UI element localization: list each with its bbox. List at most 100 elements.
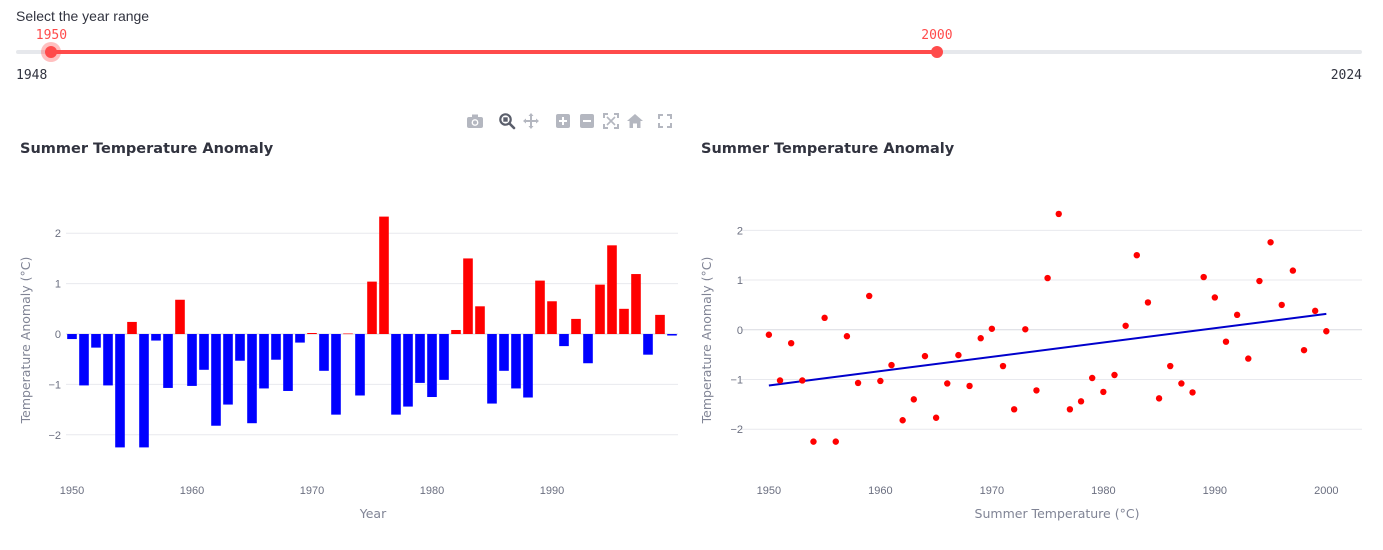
bar bbox=[259, 334, 269, 389]
scatter-point bbox=[921, 352, 929, 360]
bar bbox=[163, 334, 173, 388]
scatter-point bbox=[1088, 374, 1096, 382]
scatter-point bbox=[888, 361, 895, 369]
scatter-point bbox=[1222, 338, 1230, 345]
bar bbox=[619, 308, 629, 335]
scatter-point bbox=[1133, 251, 1140, 259]
bar bbox=[655, 314, 665, 335]
bar bbox=[547, 301, 557, 335]
bar-x-tick-label: 1950 bbox=[60, 485, 84, 497]
bar bbox=[67, 334, 77, 340]
bar bbox=[523, 334, 533, 398]
camera-icon[interactable] bbox=[466, 112, 484, 130]
bar-y-tick-label: −2 bbox=[48, 430, 61, 442]
scatter-chart-trendline bbox=[768, 312, 1327, 387]
scatter-point bbox=[1278, 301, 1285, 309]
scatter-point bbox=[1178, 380, 1185, 387]
bar bbox=[223, 334, 233, 405]
bar bbox=[643, 334, 653, 355]
autoscale-icon[interactable] bbox=[602, 112, 620, 130]
scatter-point bbox=[877, 377, 884, 385]
bar-x-tick-label: 1990 bbox=[540, 485, 564, 497]
bar-chart-x-ticks: 1950 1960 1970 1980 1990 bbox=[60, 485, 564, 497]
bar-chart-x-axis-title: Year bbox=[359, 506, 387, 521]
bar-chart-y-axis-title: Temperature Anomaly (°C) bbox=[18, 257, 33, 425]
bar-y-tick-label: 2 bbox=[55, 228, 61, 240]
bar bbox=[91, 334, 101, 348]
zoom-out-icon[interactable] bbox=[578, 112, 596, 130]
bar bbox=[79, 334, 89, 386]
scatter-point bbox=[1122, 322, 1129, 329]
scatter-point bbox=[932, 414, 940, 421]
scatter-point bbox=[1010, 406, 1018, 413]
bar-y-tick-label: 0 bbox=[55, 329, 61, 341]
bar bbox=[631, 274, 641, 335]
scatter-point bbox=[1189, 389, 1196, 396]
scatter-chart-y-axis-title: Temperature Anomaly (°C) bbox=[699, 257, 714, 425]
scatter-point bbox=[1167, 362, 1174, 370]
scatter-point bbox=[977, 335, 984, 342]
bar bbox=[595, 284, 605, 335]
scatter-point bbox=[1311, 307, 1319, 315]
bar bbox=[139, 334, 149, 448]
fullscreen-icon[interactable] bbox=[656, 112, 674, 130]
bar-chart-title: Summer Temperature Anomaly bbox=[20, 141, 274, 157]
home-icon[interactable] bbox=[626, 112, 644, 130]
scatter-chart-gridlines bbox=[741, 229, 1362, 430]
scatter-x-tick-label: 1950 bbox=[757, 485, 781, 497]
bar bbox=[283, 334, 293, 391]
slider-high-value: 2000 bbox=[921, 28, 953, 43]
bar bbox=[415, 334, 425, 383]
bar-y-tick-label: 1 bbox=[55, 279, 61, 291]
pan-icon[interactable] bbox=[522, 112, 540, 130]
scatter-point bbox=[832, 438, 839, 445]
year-range-slider[interactable]: 1950 2000 1948 2024 bbox=[0, 26, 1383, 86]
scatter-point bbox=[910, 396, 918, 403]
bar bbox=[487, 334, 497, 404]
bar bbox=[367, 281, 377, 335]
bar bbox=[199, 334, 209, 370]
scatter-y-tick-label: −2 bbox=[730, 424, 743, 436]
scatter-chart-title: Summer Temperature Anomaly bbox=[701, 141, 955, 157]
scatter-point bbox=[1211, 294, 1219, 301]
scatter-point bbox=[1245, 355, 1252, 362]
bar bbox=[583, 334, 593, 364]
bar-x-tick-label: 1980 bbox=[420, 485, 444, 497]
scatter-point bbox=[988, 325, 996, 332]
scatter-y-tick-label: 0 bbox=[737, 325, 743, 337]
slider-high-thumb[interactable] bbox=[930, 46, 943, 58]
bar bbox=[319, 334, 329, 371]
scatter-point bbox=[1267, 239, 1274, 246]
bar bbox=[151, 334, 161, 341]
bar bbox=[571, 318, 581, 335]
slider-low-value: 1950 bbox=[35, 28, 68, 43]
scatter-point bbox=[866, 292, 873, 300]
scatter-chart-y-ticks: −2 −1 0 1 2 bbox=[730, 225, 743, 436]
scatter-point bbox=[1022, 326, 1029, 333]
zoom-icon[interactable] bbox=[498, 112, 516, 130]
scatter-x-tick-label: 1970 bbox=[980, 485, 1004, 497]
scatter-point bbox=[1055, 210, 1062, 218]
scatter-point bbox=[1066, 406, 1074, 413]
scatter-x-tick-label: 1960 bbox=[868, 485, 892, 497]
slider-selected-range bbox=[51, 50, 937, 54]
slider-max-label: 2024 bbox=[1330, 68, 1362, 83]
bar-x-tick-label: 1970 bbox=[300, 485, 324, 497]
scatter-point bbox=[843, 333, 851, 340]
slider-low-thumb[interactable] bbox=[45, 46, 58, 58]
bar bbox=[235, 334, 245, 361]
scatter-point bbox=[966, 382, 973, 390]
bar bbox=[103, 334, 113, 386]
slider-min-label: 1948 bbox=[16, 68, 48, 83]
scatter-x-tick-label: 2000 bbox=[1314, 485, 1338, 497]
zoom-in-icon[interactable] bbox=[554, 112, 572, 130]
scatter-point bbox=[776, 377, 784, 384]
scatter-chart-x-ticks: 1950 1960 1970 1980 1990 2000 bbox=[757, 485, 1339, 497]
scatter-point bbox=[1200, 273, 1207, 281]
year-range-label: Select the year range bbox=[16, 8, 150, 24]
bar bbox=[427, 334, 437, 398]
bar bbox=[403, 334, 413, 407]
bar-chart-bars bbox=[67, 216, 677, 448]
